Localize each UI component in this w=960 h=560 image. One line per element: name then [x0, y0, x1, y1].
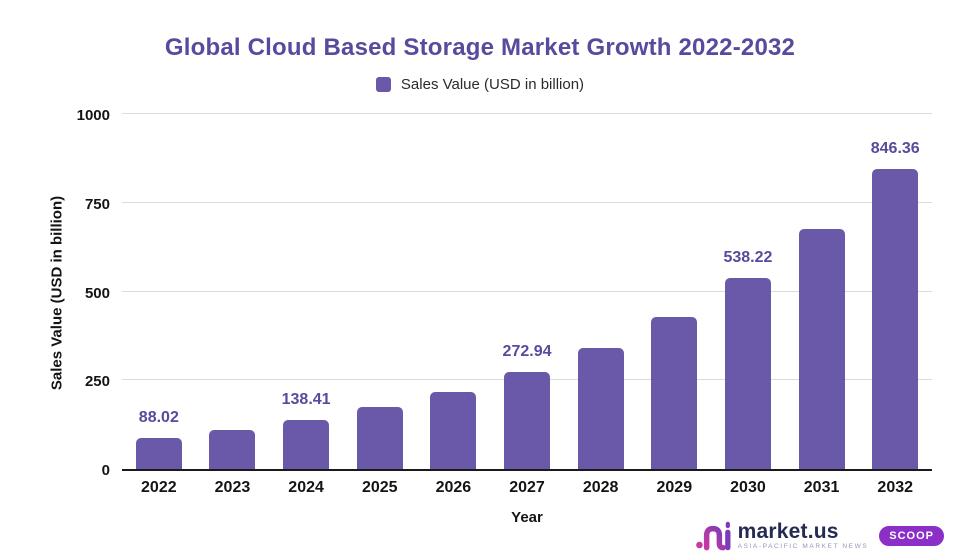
x-tick-label-2022: 2022 [141, 479, 177, 496]
bar-slot-2025: 2025 [343, 116, 417, 496]
bar-slot-2031: 2031 [785, 116, 859, 496]
x-tick-label-2027: 2027 [509, 479, 545, 496]
gridline-750 [122, 201, 932, 203]
bar-2023 [209, 429, 256, 469]
bar-2030 [724, 277, 771, 469]
y-tick-label-1000: 1000 [76, 107, 110, 124]
bar-value-label-2024: 138.41 [281, 390, 331, 408]
x-tick-label-2029: 2029 [656, 479, 693, 496]
bar-value-label-2030: 538.22 [723, 248, 773, 266]
logo-text-column: market.us ASIA-PACIFIC MARKET NEWS [738, 521, 869, 551]
marketus-logo: market.us ASIA-PACIFIC MARKET NEWS SCOOP [695, 518, 946, 554]
bar-slot-2023: 2023 [196, 116, 270, 496]
bar-2022 [135, 437, 182, 469]
bar-slot-2028: 2028 [564, 116, 638, 496]
x-tick-label-2032: 2032 [877, 479, 914, 496]
bar-2029 [651, 316, 698, 469]
legend-label: Sales Value (USD in billion) [400, 76, 585, 93]
logo-wordmark: market.us [737, 520, 839, 544]
x-tick-label-2025: 2025 [361, 479, 398, 496]
x-axis-title: Year [511, 509, 543, 526]
legend-swatch-icon [375, 77, 391, 92]
bar-2024 [283, 419, 330, 469]
bar-2027 [504, 372, 551, 469]
gridline-500 [122, 290, 932, 292]
gridline-1000 [122, 113, 932, 114]
bar-2032 [872, 168, 919, 469]
plot-area: 88.02 2022 2023 138.41 2024 2025 2026 272.94 202… [122, 113, 932, 496]
y-tick-label-0: 0 [101, 462, 110, 479]
bar-2025 [356, 407, 403, 469]
bar-2028 [577, 347, 624, 469]
x-tick-label-2026: 2026 [435, 479, 472, 496]
bar-slot-2022: 88.02 2022 [122, 116, 196, 496]
x-tick-label-2024: 2024 [288, 479, 324, 496]
x-tick-label-2028: 2028 [582, 479, 619, 496]
bar-slot-2030: 538.22 2030 [711, 116, 785, 496]
bar-value-label-2032: 846.36 [870, 139, 920, 157]
bar-2026 [430, 391, 477, 469]
bar-slot-2027: 272.94 2027 [490, 116, 564, 496]
bar-slot-2032: 846.36 2032 [858, 116, 932, 496]
bars-row: 88.02 2022 2023 138.41 2024 2025 2026 272.94 202… [122, 116, 932, 496]
bar-slot-2024: 138.41 2024 [269, 116, 343, 496]
logo-tagline: ASIA-PACIFIC MARKET NEWS [737, 543, 869, 551]
bar-2031 [798, 229, 845, 469]
y-tick-label-500: 500 [84, 284, 110, 302]
scoop-badge: SCOOP [877, 524, 946, 548]
chart-title: Global Cloud Based Storage Market Growth… [164, 34, 796, 61]
bar-value-label-2022: 88.02 [138, 408, 179, 426]
x-tick-label-2031: 2031 [803, 479, 840, 496]
bar-value-label-2027: 272.94 [502, 343, 552, 361]
y-tick-label-750: 750 [84, 195, 110, 213]
logo-mark-icon [695, 521, 731, 551]
x-tick-label-2030: 2030 [730, 479, 766, 496]
y-tick-label-250: 250 [84, 373, 110, 391]
legend: Sales Value (USD in billion) [0, 76, 960, 93]
x-tick-label-2023: 2023 [214, 479, 251, 496]
bar-slot-2026: 2026 [417, 116, 491, 496]
bar-slot-2029: 2029 [637, 116, 711, 496]
